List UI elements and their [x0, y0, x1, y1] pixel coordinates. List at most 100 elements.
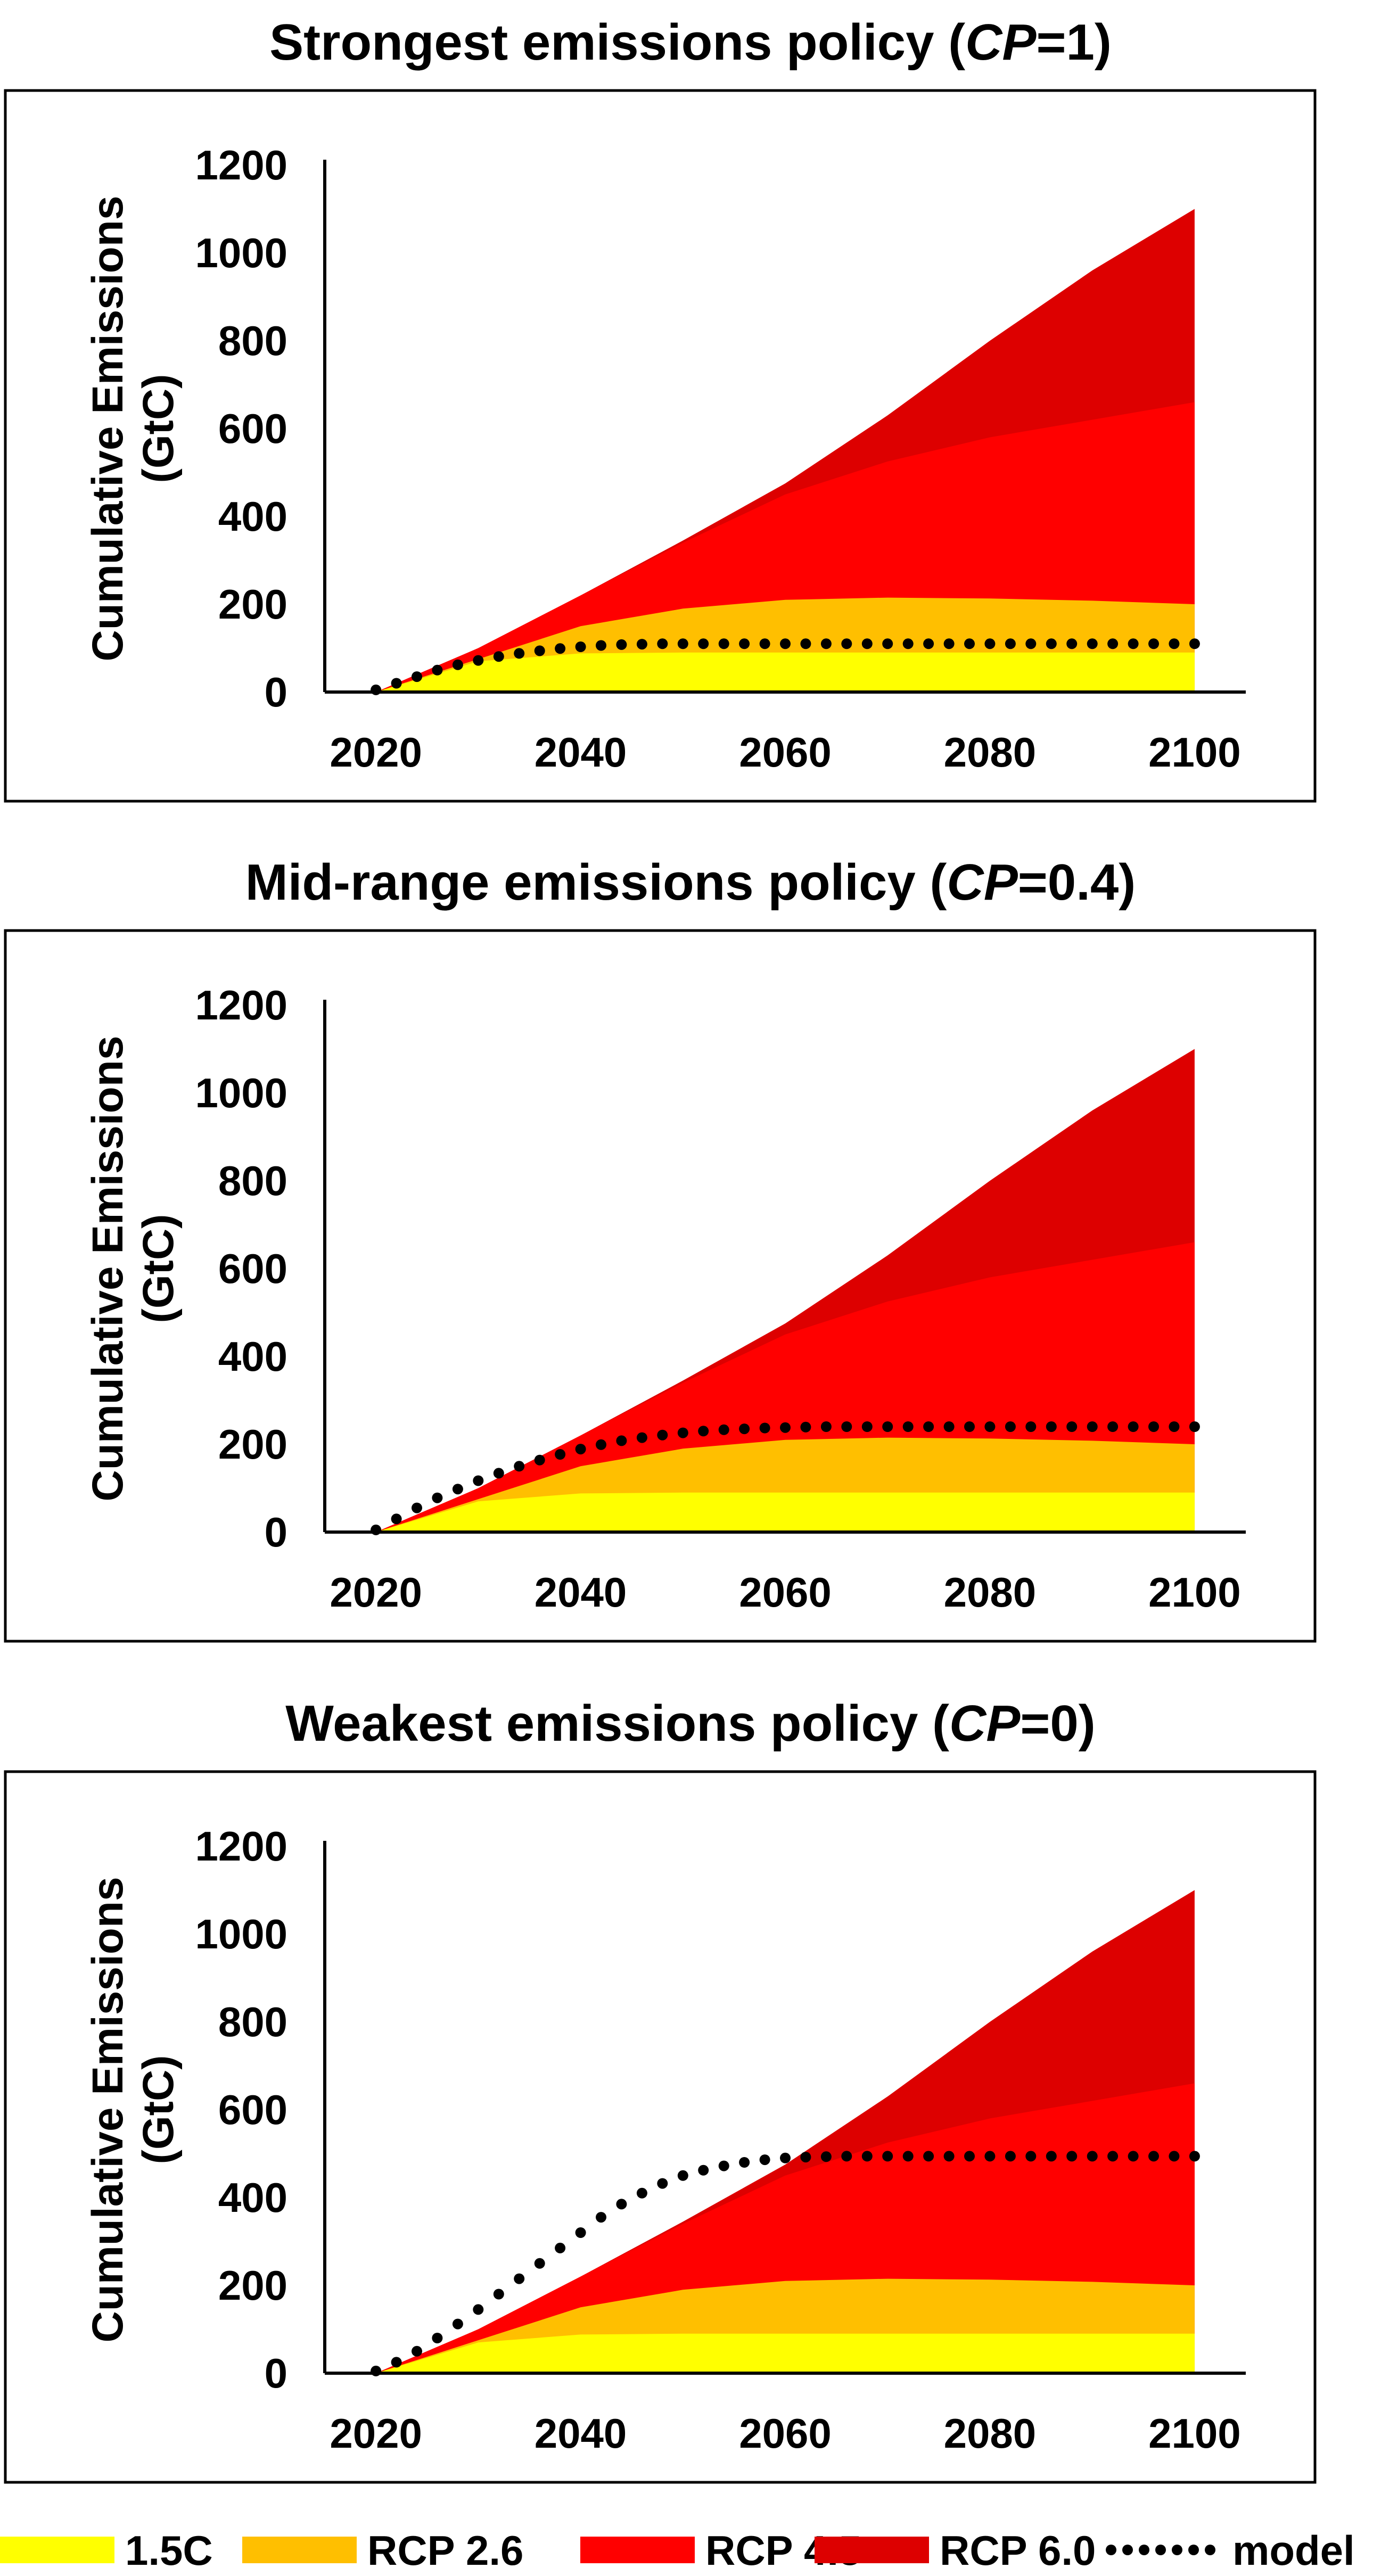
- y-tick-label: 0: [265, 669, 287, 715]
- x-tick-label: 2060: [739, 2410, 832, 2457]
- x-tick-label: 2100: [1148, 1569, 1241, 1616]
- model-point: [677, 1427, 688, 1438]
- x-tick-label: 2040: [535, 2410, 627, 2457]
- y-tick-label: 600: [218, 1245, 287, 1292]
- y-tick-label: 1000: [195, 1911, 287, 1957]
- chart-title: Weakest emissions policy (CP=0): [285, 1695, 1096, 1752]
- model-point: [984, 638, 996, 649]
- model-point: [514, 648, 525, 659]
- model-point: [555, 2242, 566, 2253]
- y-tick-label: 600: [218, 2086, 287, 2133]
- model-point: [412, 2345, 422, 2357]
- x-tick-label: 2020: [330, 2410, 422, 2457]
- model-point: [943, 2151, 955, 2162]
- model-point: [616, 1435, 627, 1446]
- model-point: [1005, 638, 1016, 649]
- model-point: [371, 1524, 382, 1535]
- model-point: [1066, 2151, 1078, 2162]
- model-point: [780, 2152, 791, 2163]
- model-point: [493, 1468, 504, 1479]
- legend-dot: [1172, 2545, 1182, 2555]
- model-point: [452, 2318, 463, 2330]
- y-tick-label: 1000: [195, 1069, 287, 1116]
- model-point: [841, 638, 852, 649]
- model-point: [902, 1421, 914, 1432]
- y-axis-label: Cumulative Emissions(GtC): [84, 1036, 183, 1502]
- y-tick-label: 400: [218, 2174, 287, 2221]
- model-point: [657, 2178, 668, 2189]
- model-point: [841, 1421, 852, 1432]
- legend-swatch: [815, 2537, 929, 2563]
- y-tick-label: 800: [218, 1998, 287, 2045]
- legend-swatch: [242, 2537, 357, 2563]
- legend-item: RCP 6.0: [815, 2527, 1096, 2574]
- y-tick-label: 1200: [195, 982, 287, 1028]
- model-point: [964, 1421, 975, 1432]
- model-point: [943, 1421, 955, 1432]
- model-point: [861, 1421, 873, 1432]
- model-point: [861, 638, 873, 649]
- model-point: [800, 638, 811, 649]
- model-point: [1046, 1421, 1057, 1432]
- model-point: [391, 678, 402, 689]
- model-point: [371, 684, 382, 695]
- model-series: [371, 1421, 1200, 1535]
- model-point: [636, 1432, 647, 1443]
- y-tick-label: 800: [218, 1157, 287, 1204]
- model-point: [984, 2151, 996, 2162]
- model-point: [473, 2304, 484, 2315]
- model-point: [534, 645, 545, 656]
- y-tick-label: 400: [218, 1333, 287, 1380]
- y-axis-label: Cumulative Emissions(GtC): [84, 196, 183, 662]
- legend-label: RCP 6.0: [940, 2527, 1096, 2574]
- model-point: [677, 2170, 688, 2181]
- legend-label: model: [1232, 2527, 1355, 2574]
- model-point: [555, 1449, 566, 1460]
- model-point: [371, 2365, 382, 2376]
- model-point: [575, 641, 586, 652]
- model-point: [493, 2289, 504, 2300]
- panel-frame: [4, 929, 1317, 1643]
- model-point: [677, 638, 688, 649]
- model-point: [432, 664, 443, 676]
- model-point: [1107, 1421, 1119, 1432]
- model-point: [1005, 2151, 1016, 2162]
- model-point: [412, 1502, 422, 1513]
- panel-weakest-policy: Weakest emissions policy (CP=0) 0 200 400 6…: [4, 1695, 1317, 2484]
- model-point: [636, 2187, 647, 2199]
- model-point: [432, 2333, 443, 2343]
- chart-title: Mid-range emissions policy (CP=0.4): [245, 854, 1136, 911]
- model-point: [1087, 1421, 1098, 1432]
- model-point: [882, 1421, 893, 1432]
- model-point: [1046, 2151, 1057, 2162]
- model-point: [1148, 1421, 1159, 1432]
- model-point: [800, 2152, 811, 2163]
- model-point: [1189, 638, 1200, 649]
- model-point: [943, 638, 955, 649]
- x-tick-label: 2060: [739, 729, 832, 776]
- model-point: [596, 1439, 606, 1450]
- legend-dot: [1155, 2545, 1166, 2555]
- model-point: [841, 2151, 852, 2162]
- y-tick-label: 200: [218, 581, 287, 628]
- model-point: [718, 638, 729, 649]
- model-point: [923, 638, 934, 649]
- model-point: [759, 2154, 770, 2166]
- y-axis-label: Cumulative Emissions(GtC): [84, 1877, 183, 2343]
- model-point: [1169, 2151, 1180, 2162]
- chart-title: Strongest emissions policy (CP=1): [269, 14, 1112, 71]
- model-point: [596, 640, 606, 651]
- legend: 1.5C RCP 2.6 RCP 4.5 RCP 6.0 model: [0, 2527, 1355, 2574]
- model-point: [493, 651, 504, 662]
- x-tick-label: 2040: [535, 1569, 627, 1616]
- model-point: [1066, 638, 1078, 649]
- model-point: [1025, 638, 1037, 649]
- model-point: [636, 639, 647, 650]
- legend-label: 1.5C: [125, 2527, 213, 2574]
- model-point: [882, 2151, 893, 2162]
- model-point: [616, 2199, 627, 2210]
- x-tick-label: 2100: [1148, 2410, 1241, 2457]
- y-tick-label: 1200: [195, 1823, 287, 1870]
- model-point: [391, 1513, 402, 1525]
- model-point: [902, 2151, 914, 2162]
